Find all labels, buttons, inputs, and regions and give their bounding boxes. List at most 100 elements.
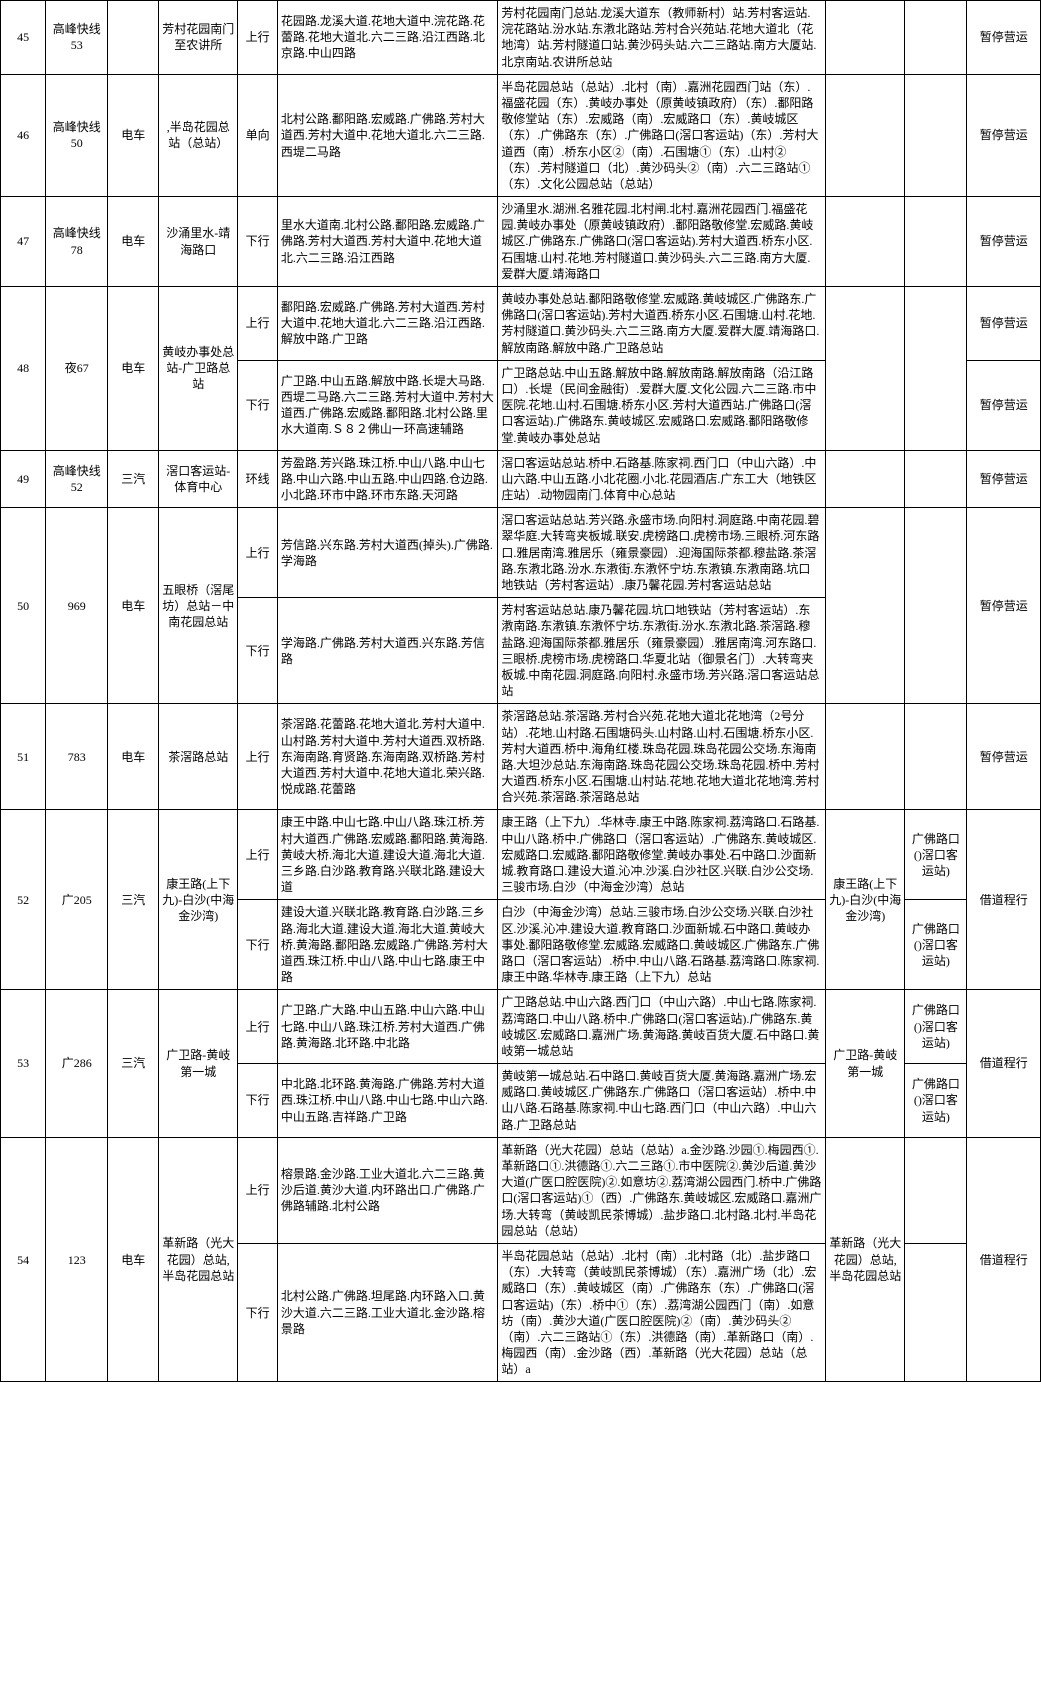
direction: 下行 <box>238 197 278 287</box>
row-num: 50 <box>1 508 46 704</box>
direction: 下行 <box>238 598 278 704</box>
direction: 上行 <box>238 810 278 900</box>
operator: 电车 <box>108 704 159 810</box>
route-name: 广286 <box>46 990 108 1138</box>
operator: 电车 <box>108 197 159 287</box>
route-name: 123 <box>46 1137 108 1382</box>
row-num: 54 <box>1 1137 46 1382</box>
control-road: 革新路（光大花园）总站,半岛花园总站 <box>826 1137 905 1382</box>
stops: 革新路（光大花园）总站（总站）a.金沙路.沙园①.梅园西①.革新路口①.洪德路①… <box>498 1137 826 1243</box>
row-num: 51 <box>1 704 46 810</box>
status: 暂停营运 <box>967 1 1041 75</box>
route-name: 高峰快线50 <box>46 74 108 196</box>
direction: 下行 <box>238 900 278 990</box>
via-roads: 北村公路.鄱阳路.宏威路.广佛路.芳村大道西.芳村大道中.花地大道北.六二三路.… <box>277 74 497 196</box>
route-name: 高峰快线52 <box>46 450 108 508</box>
direction: 上行 <box>238 1137 278 1243</box>
control-stop: 广佛路口()滘口客运站) <box>905 810 967 900</box>
status: 借道程行 <box>967 1137 1041 1382</box>
status: 借道程行 <box>967 810 1041 990</box>
terminals: ,半岛花园总站（总站） <box>159 74 238 196</box>
operator: 电车 <box>108 74 159 196</box>
terminals: 黄岐办事处总站-广卫路总站 <box>159 287 238 451</box>
via-roads: 学海路.广佛路.芳村大道西.兴东路.芳信路 <box>277 598 497 704</box>
status: 暂停营运 <box>967 197 1041 287</box>
route-name: 高峰快线78 <box>46 197 108 287</box>
stops: 茶滘路总站.茶滘路.芳村合兴苑.花地大道北花地湾（2号分站）.花地.山村路.石围… <box>498 704 826 810</box>
operator: 电车 <box>108 508 159 704</box>
control-stop <box>905 1243 967 1382</box>
via-roads: 榕景路.金沙路.工业大道北.六二三路.黄沙后道.黄沙大道.内环路出口.广佛路.广… <box>277 1137 497 1243</box>
terminals: 滘口客运站-体育中心 <box>159 450 238 508</box>
control-road <box>826 287 905 451</box>
control-stop: 广佛路口()滘口客运站) <box>905 900 967 990</box>
direction: 上行 <box>238 287 278 361</box>
status: 暂停营运 <box>967 287 1041 361</box>
direction: 上行 <box>238 704 278 810</box>
direction: 下行 <box>238 1243 278 1382</box>
operator: 电车 <box>108 1137 159 1382</box>
control-stop: 广佛路口()滘口客运站) <box>905 990 967 1064</box>
route-name: 969 <box>46 508 108 704</box>
direction: 下行 <box>238 360 278 450</box>
terminals: 茶滘路总站 <box>159 704 238 810</box>
via-roads: 鄱阳路.宏威路.广佛路.芳村大道西.芳村大道中.花地大道北.六二三路.沿江西路.… <box>277 287 497 361</box>
status: 暂停营运 <box>967 74 1041 196</box>
control-stop: 广佛路口()滘口客运站) <box>905 1064 967 1138</box>
via-roads: 中北路.北环路.黄海路.广佛路.芳村大道西.珠江桥.中山八路.中山七路.中山六路… <box>277 1064 497 1138</box>
control-road <box>826 1 905 75</box>
operator: 三汽 <box>108 450 159 508</box>
stops: 沙涌里水.湖洲.名雅花园.北村闸.北村.嘉洲花园西门.福盛花园.黄岐办事处（原黄… <box>498 197 826 287</box>
stops: 芳村客运站总站.康乃馨花园.坑口地铁站（芳村客运站）.东漖南路.东漖镇.东漖怀宁… <box>498 598 826 704</box>
stops: 滘口客运站总站.芳兴路.永盛市场.向阳村.洞庭路.中南花园.碧翠华庭.大转弯夹板… <box>498 508 826 598</box>
terminals: 康王路(上下九)-白沙(中海金沙湾) <box>159 810 238 990</box>
terminals: 五眼桥（滘尾坊）总站－中南花园总站 <box>159 508 238 704</box>
control-road: 广卫路-黄岐第一城 <box>826 990 905 1138</box>
terminals: 芳村花园南门至农讲所 <box>159 1 238 75</box>
control-stop <box>905 74 967 196</box>
operator: 电车 <box>108 287 159 451</box>
stops: 白沙（中海金沙湾）总站.三骏市场.白沙公交场.兴联.白沙社区.沙溪.沁冲.建设大… <box>498 900 826 990</box>
route-name: 夜67 <box>46 287 108 451</box>
direction: 单向 <box>238 74 278 196</box>
control-road <box>826 74 905 196</box>
control-stop <box>905 508 967 704</box>
stops: 广卫路总站.中山六路.西门口（中山六路）.中山七路.陈家祠.荔湾路口.中山八路.… <box>498 990 826 1064</box>
stops: 半岛花园总站（总站）.北村（南）.嘉洲花园西门站（东）.福盛花园（东）.黄岐办事… <box>498 74 826 196</box>
route-name: 783 <box>46 704 108 810</box>
status: 暂停营运 <box>967 508 1041 704</box>
status: 暂停营运 <box>967 450 1041 508</box>
direction: 环线 <box>238 450 278 508</box>
control-stop <box>905 704 967 810</box>
via-roads: 北村公路.广佛路.坦尾路.内环路入口.黄沙大道.六二三路.工业大道北.金沙路.榕… <box>277 1243 497 1382</box>
control-road <box>826 508 905 704</box>
via-roads: 广卫路.中山五路.解放中路.长堤大马路.西堤二马路.六二三路.芳村大道中.芳村大… <box>277 360 497 450</box>
control-stop <box>905 197 967 287</box>
operator <box>108 1 159 75</box>
stops: 康王路（上下九）.华林寺.康王中路.陈家祠.荔湾路口.石路基.中山八路.桥中.广… <box>498 810 826 900</box>
via-roads: 芳盈路.芳兴路.珠江桥.中山八路.中山七路.中山六路.中山五路.中山四路.仓边路… <box>277 450 497 508</box>
terminals: 沙涌里水-靖海路口 <box>159 197 238 287</box>
via-roads: 里水大道南.北村公路.鄱阳路.宏威路.广佛路.芳村大道西.芳村大道中.花地大道北… <box>277 197 497 287</box>
direction: 上行 <box>238 1 278 75</box>
row-num: 49 <box>1 450 46 508</box>
stops: 芳村花园南门总站.龙溪大道东（教师新村）站.芳村客运站.浣花路站.汾水站.东漖北… <box>498 1 826 75</box>
row-num: 45 <box>1 1 46 75</box>
via-roads: 广卫路.广大路.中山五路.中山六路.中山七路.中山八路.珠江桥.芳村大道西.广佛… <box>277 990 497 1064</box>
stops: 半岛花园总站（总站）.北村（南）.北村路（北）.盐步路口（东）.大转弯（黄岐凯民… <box>498 1243 826 1382</box>
direction: 下行 <box>238 1064 278 1138</box>
operator: 三汽 <box>108 810 159 990</box>
stops: 黄岐第一城总站.石中路口.黄岐百货大厦.黄海路.嘉洲广场.宏威路口.黄岐城区.广… <box>498 1064 826 1138</box>
status: 暂停营运 <box>967 360 1041 450</box>
row-num: 46 <box>1 74 46 196</box>
direction: 上行 <box>238 508 278 598</box>
direction: 上行 <box>238 990 278 1064</box>
control-road <box>826 450 905 508</box>
control-stop <box>905 1137 967 1243</box>
row-num: 47 <box>1 197 46 287</box>
terminals: 革新路（光大花园）总站,半岛花园总站 <box>159 1137 238 1382</box>
status: 借道程行 <box>967 990 1041 1138</box>
control-stop <box>905 1 967 75</box>
via-roads: 康王中路.中山七路.中山八路.珠江桥.芳村大道西.广佛路.宏威路.鄱阳路.黄海路… <box>277 810 497 900</box>
operator: 三汽 <box>108 990 159 1138</box>
